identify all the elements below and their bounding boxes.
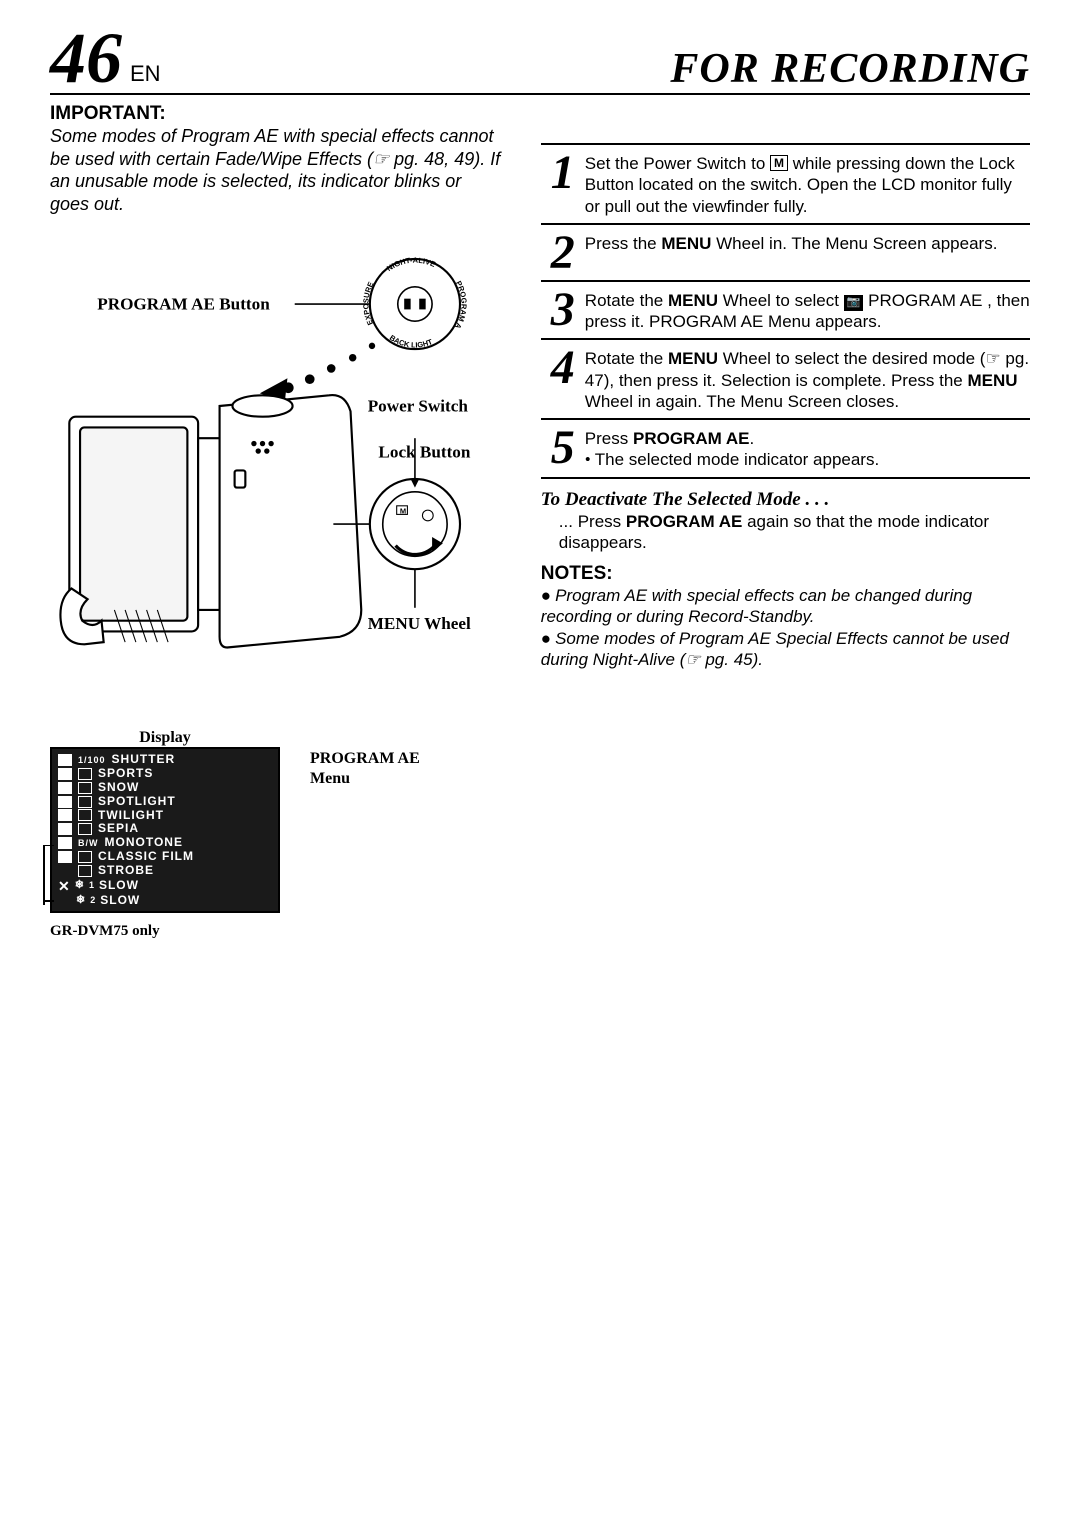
- bracket-icon: [40, 845, 60, 905]
- lcd-menu-item: SPOTLIGHT: [58, 795, 272, 809]
- lcd-screen: 1/100SHUTTERSPORTSSNOWSPOTLIGHTTWILIGHTS…: [50, 747, 280, 913]
- step: 4Rotate the MENU Wheel to select the des…: [541, 340, 1030, 420]
- content-columns: IMPORTANT: Some modes of Program AE with…: [50, 103, 1030, 940]
- m-mode-icon: M: [770, 155, 788, 171]
- step-number: 4: [541, 346, 585, 412]
- lcd-menu-item: SEPIA: [58, 822, 272, 836]
- step-text: Press PROGRAM AE.•The selected mode indi…: [585, 426, 879, 471]
- program-ae-icon: 📷: [844, 295, 864, 311]
- model-footnote: GR-DVM75 only: [50, 923, 501, 940]
- step: 5Press PROGRAM AE.•The selected mode ind…: [541, 420, 1030, 479]
- right-column: 1Set the Power Switch to M while pressin…: [541, 103, 1030, 940]
- label-power-switch: Power Switch: [368, 396, 469, 415]
- notes-heading: NOTES:: [541, 563, 1030, 585]
- language-label: EN: [130, 61, 161, 87]
- notes-text: ●Program AE with special effects can be …: [541, 585, 1030, 670]
- left-column: IMPORTANT: Some modes of Program AE with…: [50, 103, 501, 940]
- camera-diagram: NIGHT-ALIVE BACK LIGHT EXPOSURE PROGRAM …: [50, 245, 501, 679]
- step: 2Press the MENU Wheel in. The Menu Scree…: [541, 225, 1030, 282]
- lcd-menu-item: STROBE: [58, 864, 272, 878]
- steps-block: 1Set the Power Switch to M while pressin…: [541, 143, 1030, 479]
- lcd-menu-item: SNOW: [58, 781, 272, 795]
- ref-icon: ☞: [373, 149, 389, 169]
- deactivate-text: ... Press PROGRAM AE again so that the m…: [541, 511, 1030, 554]
- deactivate-heading: To Deactivate The Selected Mode . . .: [541, 489, 1030, 511]
- label-lock-button: Lock Button: [378, 443, 470, 462]
- display-section: Display 1/100SHUTTERSPORTSSNOWSPOTLIGHTT…: [50, 729, 501, 940]
- step-text: Press the MENU Wheel in. The Menu Screen…: [585, 231, 998, 274]
- lcd-menu-item: TWILIGHT: [58, 809, 272, 823]
- step-text: Rotate the MENU Wheel to select 📷 PROGRA…: [585, 288, 1030, 333]
- svg-text:M: M: [400, 506, 406, 515]
- ref-icon: ☞: [685, 650, 700, 669]
- page-header: 46 EN FOR RECORDING: [50, 30, 1030, 95]
- step-number: 1: [541, 151, 585, 217]
- lcd-menu-item-off: ✕❄1SLOW: [58, 878, 272, 894]
- display-label: Display: [50, 729, 280, 747]
- page-number: 46: [50, 30, 122, 88]
- important-heading: IMPORTANT:: [50, 103, 501, 125]
- lcd-menu-item: CLASSIC FILM: [58, 850, 272, 864]
- step: 1Set the Power Switch to M while pressin…: [541, 145, 1030, 225]
- step-number: 2: [541, 231, 585, 274]
- lcd-menu-item-off: ❄2SLOW: [58, 894, 272, 908]
- important-text: Some modes of Program AE with special ef…: [50, 125, 501, 215]
- step-number: 5: [541, 426, 585, 471]
- lcd-menu-item: SPORTS: [58, 767, 272, 781]
- manual-page: 46 EN FOR RECORDING IMPORTANT: Some mode…: [0, 0, 1080, 970]
- step-text: Rotate the MENU Wheel to select the desi…: [585, 346, 1030, 412]
- lcd-menu-item: 1/100SHUTTER: [58, 753, 272, 767]
- label-program-ae: PROGRAM AE Button: [97, 294, 270, 313]
- camera-svg: NIGHT-ALIVE BACK LIGHT EXPOSURE PROGRAM …: [50, 245, 501, 674]
- program-ae-menu-label: PROGRAM AE Menu: [310, 749, 420, 787]
- section-title: FOR RECORDING: [161, 45, 1030, 93]
- step-text: Set the Power Switch to M while pressing…: [585, 151, 1030, 217]
- lcd-menu-item: B/WMONOTONE: [58, 836, 272, 850]
- step-number: 3: [541, 288, 585, 333]
- step: 3Rotate the MENU Wheel to select 📷 PROGR…: [541, 282, 1030, 341]
- label-menu-wheel: MENU Wheel: [368, 614, 471, 633]
